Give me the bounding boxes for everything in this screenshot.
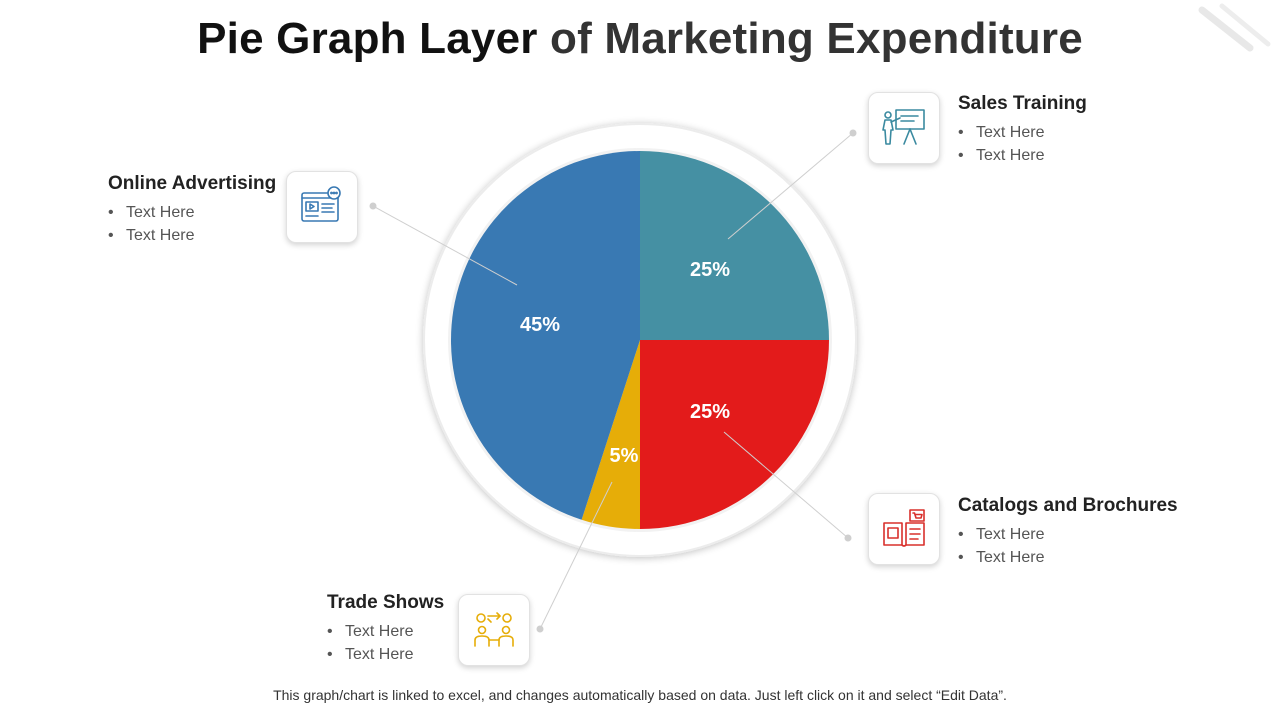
list-item: • Text Here [108,224,368,247]
online-advertising-icon-box [286,171,358,243]
list-item-text: Text Here [976,549,1045,566]
title-part-2: of Marketing Expenditure [550,14,1083,63]
presentation-icon [882,109,925,145]
callout-list: • Text Here • Text Here [958,523,1218,569]
leader-line-sales-training [727,132,854,240]
pie-slice-sales-training[interactable] [640,151,829,340]
callout-catalogs: Catalogs and Brochures • Text Here • Text … [958,495,1218,569]
leader-line-catalogs [723,431,849,539]
list-item: • Text Here [958,121,1218,144]
leader-dot-online-advertising [369,202,377,210]
list-item-text: Text Here [976,124,1045,141]
pct-label-trade-shows: 5% [610,445,639,467]
bullet: • [958,124,964,141]
callout-list: • Text Here • Text Here [108,201,368,247]
leader-dot-sales-training [849,129,857,137]
list-item: • Text Here [958,523,1218,546]
list-item: • Text Here [327,620,587,643]
leader-line-trade-shows [539,481,613,630]
leader-line-online-advertising [372,205,518,286]
catalogs-icon-box [868,493,940,565]
sales-training-icon-box [868,92,940,164]
bullet: • [108,204,114,221]
bullet: • [958,147,964,164]
trade-show-icon [474,612,514,647]
callout-trade-shows: Trade Shows • Text Here • Text Here [327,592,587,666]
leader-dot-trade-shows [536,625,544,633]
list-item-text: Text Here [126,227,195,244]
bullet: • [327,623,333,640]
pct-label-online-advertising: 45% [520,314,560,336]
list-item-text: Text Here [345,646,414,663]
corner-decoration [1198,3,1271,52]
list-item: • Text Here [958,144,1218,167]
online-ad-icon [301,186,341,222]
list-item: • Text Here [327,643,587,666]
list-item-text: Text Here [345,623,414,640]
catalog-icon [883,509,925,547]
page-title: Pie Graph Layer of Marketing Expenditure [0,14,1280,64]
leader-dot-catalogs [844,534,852,542]
callout-title: Trade Shows [327,592,445,613]
title-part-1: Pie Graph Layer [197,14,538,63]
pie-slice-trade-shows[interactable] [581,340,640,529]
callout-online-advertising: Online Advertising • Text Here • Text Here [108,173,368,247]
leader-lines [369,129,857,633]
pct-label-catalogs: 25% [690,401,730,423]
list-item-text: Text Here [126,204,195,221]
callout-title: Catalogs and Brochures [958,495,1178,516]
list-item: • Text Here [958,546,1218,569]
list-item: • Text Here [108,201,368,224]
pct-label-sales-training: 25% [690,259,730,281]
bullet: • [108,227,114,244]
list-item-text: Text Here [976,147,1045,164]
pie-slice-catalogs-and-brochures[interactable] [640,340,829,529]
callout-sales-training: Sales Training • Text Here • Text Here [958,93,1218,167]
footer-note: This graph/chart is linked to excel, and… [273,687,1007,703]
trade-shows-icon-box [458,594,530,666]
bullet: • [327,646,333,663]
pie-slice-online-advertising[interactable] [451,151,640,520]
list-item-text: Text Here [976,526,1045,543]
callout-title: Online Advertising [108,173,277,194]
pie-slices [451,151,829,529]
bullet: • [958,549,964,566]
callout-list: • Text Here • Text Here [958,121,1218,167]
bullet: • [958,526,964,543]
callout-title: Sales Training [958,93,1087,114]
callout-list: • Text Here • Text Here [327,620,587,666]
